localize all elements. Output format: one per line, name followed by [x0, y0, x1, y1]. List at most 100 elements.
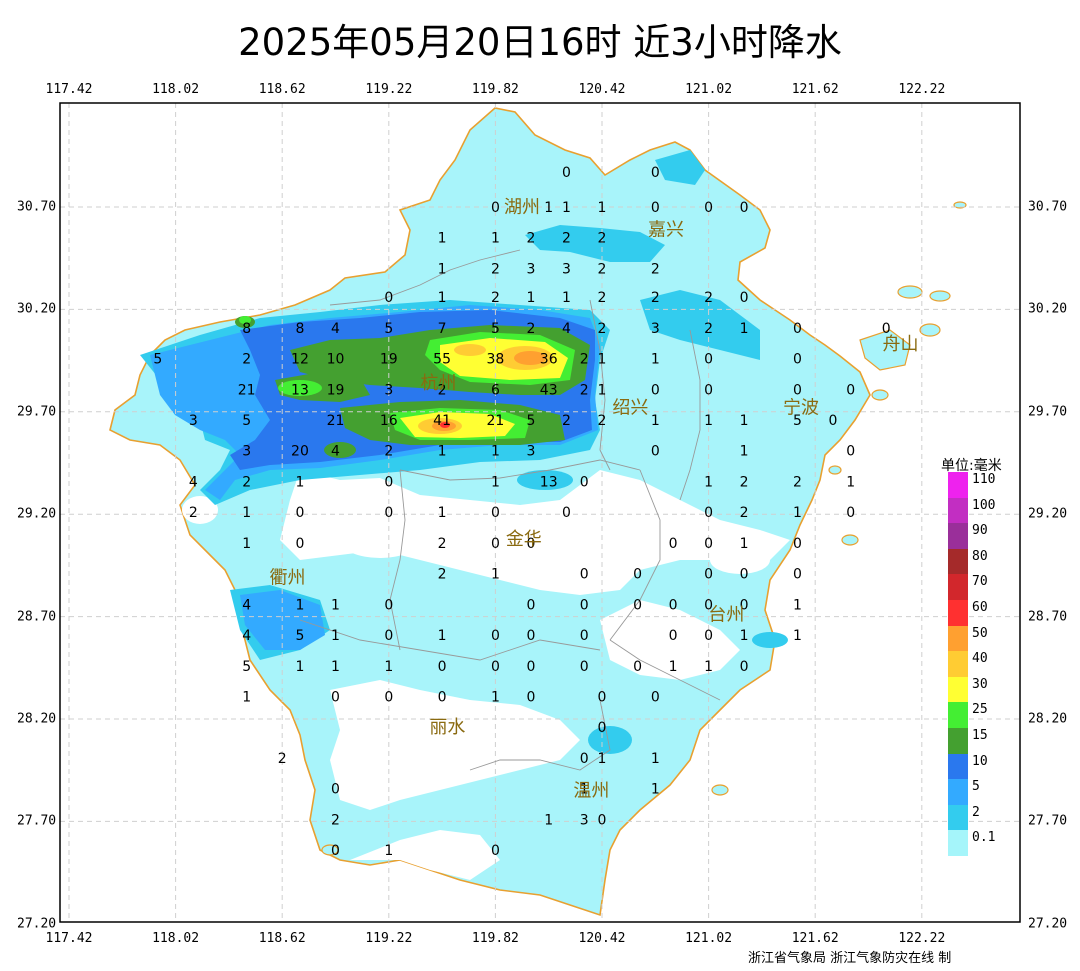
- station-value: 0: [296, 505, 305, 521]
- legend-item: 0.1: [948, 830, 1028, 856]
- legend-label: 2: [972, 804, 980, 820]
- station-value: 6: [491, 382, 500, 398]
- legend-swatch: [948, 523, 968, 549]
- station-value: 4: [242, 597, 251, 613]
- station-value: 0: [580, 567, 589, 583]
- lon-tick-label: 117.42: [45, 82, 93, 97]
- lon-tick-label: 118.02: [152, 931, 200, 946]
- legend-swatch: [948, 548, 968, 575]
- rain-2mm-east: [640, 290, 760, 360]
- station-value: 0: [384, 597, 393, 613]
- station-value: 0: [331, 689, 340, 705]
- dry-area-central: [280, 470, 790, 595]
- legend-swatch: [948, 676, 968, 703]
- station-value: 0: [562, 165, 571, 181]
- lat-tick-label: 29.70: [17, 404, 57, 420]
- station-value: 3: [580, 812, 589, 828]
- station-value: 0: [384, 628, 393, 644]
- legend-item: 90: [948, 523, 1028, 549]
- border-jinhua-north: [399, 459, 641, 481]
- station-value: 0: [526, 536, 535, 552]
- station-value: 38: [486, 352, 504, 368]
- station-value: 0: [384, 505, 393, 521]
- station-value: 0: [562, 505, 571, 521]
- station-value: 0: [704, 597, 713, 613]
- station-value: 41: [433, 413, 451, 429]
- station-value: 5: [153, 352, 162, 368]
- station-value: 0: [580, 751, 589, 767]
- city-label: 嘉兴: [648, 220, 684, 241]
- station-value: 2: [331, 812, 340, 828]
- legend-label: 70: [972, 574, 988, 590]
- lat-tick-label: 27.20: [17, 916, 57, 932]
- station-value: 2: [598, 290, 607, 306]
- legend-item: 5: [948, 779, 1028, 805]
- city-label: 金华: [506, 529, 542, 550]
- station-value: 1: [704, 474, 713, 490]
- legend-label: 5: [972, 779, 980, 795]
- station-value: 1: [793, 505, 802, 521]
- border-quzhou-jinhua: [389, 469, 406, 651]
- station-value: 0: [491, 536, 500, 552]
- city-label: 湖州: [504, 197, 540, 218]
- station-value: 5: [793, 413, 802, 429]
- legend-label: 60: [972, 600, 988, 615]
- station-value: 3: [242, 444, 251, 460]
- station-value: 16: [380, 413, 398, 429]
- station-value: 5: [242, 413, 251, 429]
- station-value: 0: [651, 200, 660, 216]
- station-value: 0: [598, 720, 607, 736]
- legend-swatch: [948, 753, 968, 780]
- legend-label: 40: [972, 651, 988, 667]
- station-value: 0: [384, 474, 393, 490]
- lat-tick-label: 27.70: [17, 813, 57, 829]
- lat-tick-label: 27.20: [1028, 916, 1068, 932]
- lat-tick-label: 28.20: [17, 711, 57, 727]
- station-value: 0: [491, 200, 500, 216]
- legend-item: 100: [948, 497, 1028, 524]
- lon-tick-label: 121.02: [685, 931, 733, 946]
- legend-item: 40: [948, 651, 1028, 677]
- lon-tick-label: 119.22: [365, 931, 413, 946]
- border-taizhou-wenzhou: [609, 639, 721, 701]
- station-value: 4: [562, 321, 571, 337]
- station-value: 1: [331, 597, 340, 613]
- map-grid: [60, 103, 1020, 922]
- lon-tick-label: 119.82: [471, 82, 519, 97]
- station-value: 3: [526, 444, 535, 460]
- legend-label: 80: [972, 548, 988, 564]
- station-value: 0: [846, 444, 855, 460]
- station-value: 0: [580, 628, 589, 644]
- lon-tick-label: 117.42: [45, 931, 93, 946]
- station-value: 1: [242, 689, 251, 705]
- station-value: 3: [651, 321, 660, 337]
- legend-swatch: [948, 804, 968, 831]
- lon-tick-label: 120.42: [578, 82, 626, 97]
- island-zhoushan: [859, 329, 911, 371]
- station-value: 0: [669, 536, 678, 552]
- legend-label: 110: [972, 472, 996, 487]
- station-value: 21: [238, 382, 256, 398]
- legend-swatch: [948, 651, 968, 677]
- station-value: 0: [438, 689, 447, 705]
- legend-item: 10: [948, 753, 1028, 780]
- legend-label: 0.1: [972, 830, 996, 846]
- station-value: 0: [598, 812, 607, 828]
- station-value: 2: [598, 413, 607, 429]
- station-value: 1: [544, 200, 553, 216]
- dry-area-east: [600, 600, 740, 680]
- station-value: 3: [526, 261, 535, 277]
- station-value: 2: [598, 261, 607, 277]
- station-value: 0: [882, 321, 891, 337]
- city-label: 衢州: [270, 568, 306, 589]
- lat-tick-label: 29.70: [1028, 404, 1068, 420]
- city-label: 宁波: [783, 398, 819, 419]
- station-value: 0: [829, 413, 838, 429]
- station-value: 2: [562, 413, 571, 429]
- legend-swatch: [948, 830, 968, 856]
- station-value: 2: [242, 474, 251, 490]
- station-value: 12: [291, 352, 309, 368]
- border-jinhua-lishui: [299, 619, 601, 661]
- station-value: 19: [380, 352, 398, 368]
- station-value: 2: [562, 231, 571, 247]
